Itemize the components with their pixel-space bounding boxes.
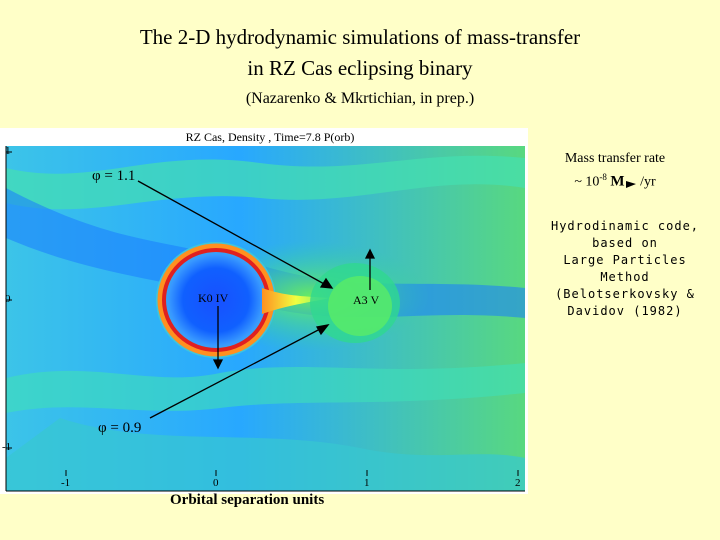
secondary-arrowhead xyxy=(364,248,376,259)
mass-transfer-rate: Mass transfer rate ~ 10-8 M /yr xyxy=(540,149,690,192)
phi-upper-arrow xyxy=(137,180,327,286)
primary-star-label: K0 IV xyxy=(198,291,229,305)
upper-band xyxy=(6,155,525,210)
rate-suffix: /yr xyxy=(640,174,656,190)
x-tick-neg1: -1 xyxy=(61,477,71,489)
phi-upper-arrowhead xyxy=(319,277,334,289)
x-tick-0: 0 xyxy=(213,477,219,489)
rate-prefix: ~ 10 xyxy=(574,174,600,190)
accretion-disk xyxy=(156,242,276,358)
x-axis-label: Orbital separation units xyxy=(170,492,325,508)
solar-mass-symbol: M xyxy=(610,173,625,190)
sun-subscript-icon xyxy=(625,180,636,188)
bottom-band xyxy=(6,418,525,491)
phi-upper-label: φ = 1.1 xyxy=(92,168,136,184)
phi-lower-arrow xyxy=(149,327,323,419)
secondary-star-label: A3 V xyxy=(353,293,380,307)
phi-lower-label: φ = 0.9 xyxy=(98,420,142,436)
lower-band xyxy=(6,363,525,413)
x-tick-2: 2 xyxy=(515,477,521,489)
y-tick-1: 1 xyxy=(5,145,11,157)
donor-star-core xyxy=(328,276,392,336)
gas-stream xyxy=(262,288,330,314)
density-map xyxy=(5,146,525,492)
phi-lower-arrowhead xyxy=(315,324,330,336)
simulation-title: RZ Cas, Density , Time=7.8 P(orb) xyxy=(185,130,355,144)
rate-exponent: -8 xyxy=(599,172,607,182)
y-tick-neg1: -1 xyxy=(2,441,12,453)
y-tick-0: 0 xyxy=(5,293,11,305)
rate-value: ~ 10-8 M /yr xyxy=(540,168,690,192)
primary-arrowhead xyxy=(212,359,224,370)
slide-subtitle: (Nazarenko & Mkrtichian, in prep.) xyxy=(245,90,475,107)
x-tick-1: 1 xyxy=(364,477,370,489)
rate-heading: Mass transfer rate xyxy=(564,151,666,166)
code-description: Hydrodinamic code, based on Large Partic… xyxy=(550,219,700,318)
slide-title: The 2-D hydrodynamic simulations of mass… xyxy=(139,25,581,80)
